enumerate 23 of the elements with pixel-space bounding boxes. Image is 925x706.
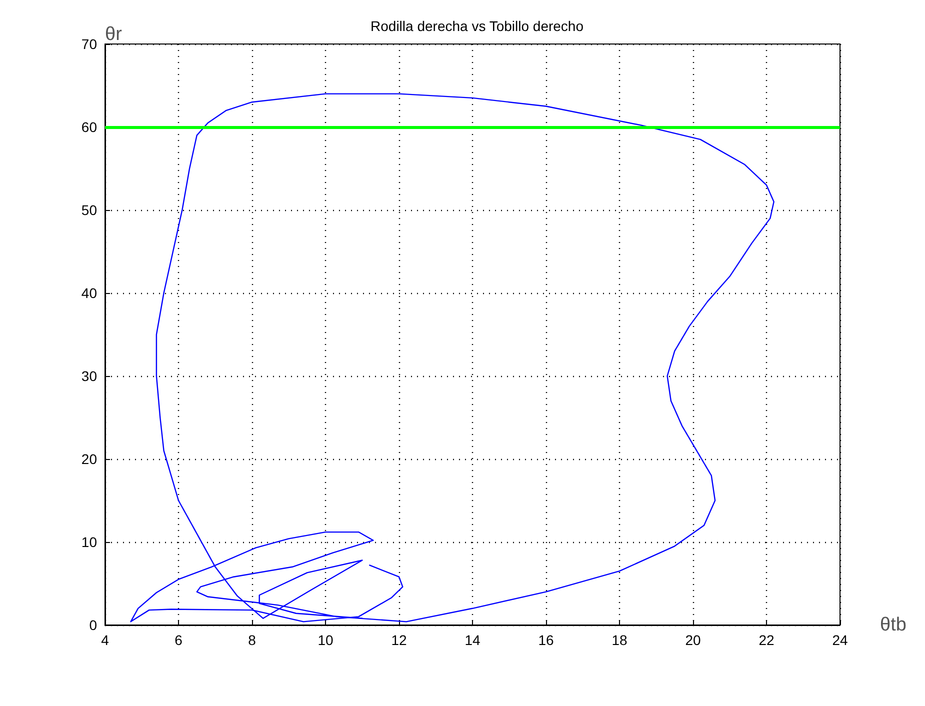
y-axis-title: θr (105, 24, 123, 45)
y-tick-label: 70 (81, 36, 98, 52)
y-tick-label: 0 (89, 617, 98, 633)
y-tick-label: 40 (81, 285, 98, 301)
x-tick-label: 24 (832, 632, 848, 648)
x-tick-label: 18 (612, 632, 628, 648)
x-tick-label: 12 (391, 632, 407, 648)
chart-title: Rodilla derecha vs Tobillo derecho (370, 18, 584, 34)
x-tick-label: 16 (538, 632, 554, 648)
x-tick-label: 14 (464, 632, 480, 648)
y-tick-label: 10 (81, 534, 98, 550)
x-axis-title: θtb (880, 614, 906, 636)
x-tick-label: 6 (174, 632, 183, 648)
y-tick-label: 60 (81, 119, 98, 135)
y-tick-label: 20 (81, 451, 98, 467)
x-tick-label: 8 (248, 632, 256, 648)
x-tick-label: 22 (758, 632, 774, 648)
y-tick-label: 50 (81, 202, 98, 218)
y-tick-label: 30 (81, 368, 98, 384)
x-tick-label: 20 (685, 632, 701, 648)
line-series (130, 93, 774, 622)
x-tick-label: 4 (101, 632, 110, 648)
x-tick-label: 10 (318, 632, 334, 648)
